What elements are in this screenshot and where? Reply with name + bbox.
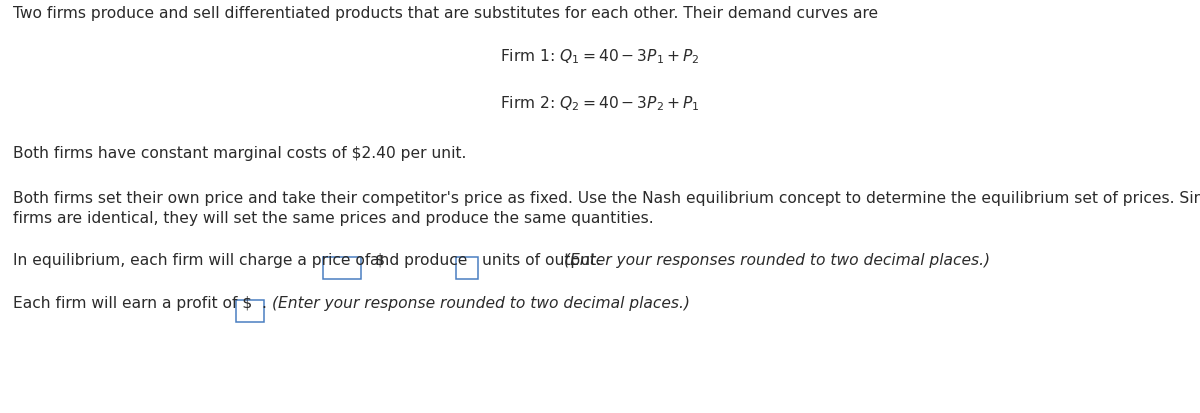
Text: units of output.: units of output. (482, 253, 606, 268)
Text: Both firms set their own price and take their competitor's price as fixed. Use t: Both firms set their own price and take … (13, 191, 1200, 206)
Bar (456, 257, 478, 279)
Text: Two firms produce and sell differentiated products that are substitutes for each: Two firms produce and sell differentiate… (13, 6, 878, 21)
Text: and produce: and produce (370, 253, 467, 268)
Text: .: . (262, 296, 271, 311)
Text: Firm 1: $Q_1 = 40 - 3P_1 + P_2$: Firm 1: $Q_1 = 40 - 3P_1 + P_2$ (500, 47, 700, 66)
Bar (236, 300, 264, 322)
Text: Both firms have constant marginal costs of $2.40 per unit.: Both firms have constant marginal costs … (13, 146, 467, 161)
Text: Firm 2: $Q_2 = 40 - 3P_2 + P_1$: Firm 2: $Q_2 = 40 - 3P_2 + P_1$ (500, 94, 700, 113)
Text: firms are identical, they will set the same prices and produce the same quantiti: firms are identical, they will set the s… (13, 211, 654, 226)
Text: Each firm will earn a profit of $: Each firm will earn a profit of $ (13, 296, 252, 311)
Text: In equilibrium, each firm will charge a price of $: In equilibrium, each firm will charge a … (13, 253, 385, 268)
Text: (Enter your responses rounded to two decimal places.): (Enter your responses rounded to two dec… (564, 253, 990, 268)
Text: (Enter your response rounded to two decimal places.): (Enter your response rounded to two deci… (272, 296, 690, 311)
Bar (323, 257, 361, 279)
